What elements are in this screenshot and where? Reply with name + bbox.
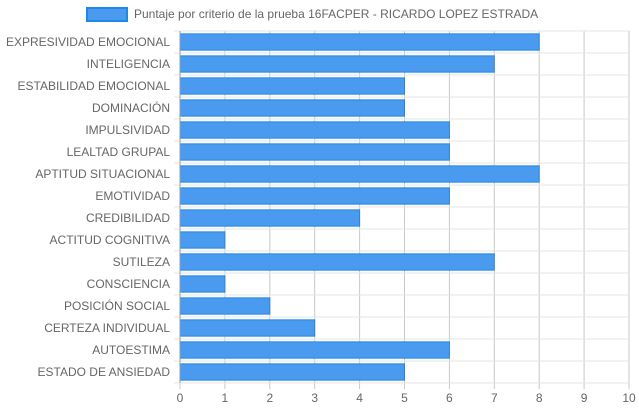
category-label: IMPULSIVIDAD [85,123,170,137]
category-label: EXPRESIVIDAD EMOCIONAL [6,35,170,49]
chart-legend[interactable]: Puntaje por criterio de la prueba 16FACP… [86,7,538,22]
category-label: CREDIBILIDAD [86,211,170,225]
bar[interactable] [179,209,361,227]
bar[interactable] [179,121,450,139]
x-tick-label: 10 [622,391,636,405]
x-tick-label: 0 [177,391,184,405]
bar[interactable] [179,363,405,381]
bar[interactable] [179,99,405,117]
category-label: POSICIÓN SOCIAL [64,298,170,313]
x-tick-label: 4 [356,391,363,405]
bar[interactable] [179,77,405,95]
bar[interactable] [179,165,540,183]
x-tick-label: 5 [401,391,408,405]
category-label: DOMINACIÓN [92,100,170,115]
x-tick-label: 9 [581,391,588,405]
bar[interactable] [179,187,450,205]
category-label: CERTEZA INDIVIDUAL [44,321,170,335]
category-label: EMOTIVIDAD [95,189,170,203]
category-label: ESTABILIDAD EMOCIONAL [18,79,171,93]
bar[interactable] [179,275,226,293]
bar[interactable] [179,33,540,51]
category-label: AUTOESTIMA [92,343,170,357]
bar[interactable] [179,253,495,271]
legend-label: Puntaje por criterio de la prueba 16FACP… [134,7,538,21]
bar[interactable] [179,319,316,337]
category-label: ESTADO DE ANSIEDAD [38,365,171,379]
bar[interactable] [179,297,271,315]
category-label: LEALTAD GRUPAL [67,145,171,159]
x-tick-label: 2 [266,391,273,405]
bar[interactable] [179,55,495,73]
legend-swatch [86,7,128,22]
bar[interactable] [179,231,226,249]
category-label: CONSCIENCIA [87,277,170,291]
category-labels: EXPRESIVIDAD EMOCIONAL INTELIGENCIA ESTABI… [6,35,170,379]
category-label: ACTITUD COGNITIVA [50,233,170,247]
bar[interactable] [179,143,450,161]
category-label: SUTILEZA [113,255,170,269]
x-tick-label: 1 [222,391,229,405]
x-tick-label: 6 [446,391,453,405]
bar[interactable] [179,341,450,359]
category-label: APTITUD SITUACIONAL [35,167,170,181]
chart-bars [179,33,540,381]
x-tick-label: 7 [491,391,498,405]
x-tick-label: 8 [536,391,543,405]
category-label: INTELIGENCIA [87,57,170,71]
x-axis-ticks: 0 1 2 3 4 5 6 7 8 9 10 [177,391,636,405]
x-tick-label: 3 [311,391,318,405]
